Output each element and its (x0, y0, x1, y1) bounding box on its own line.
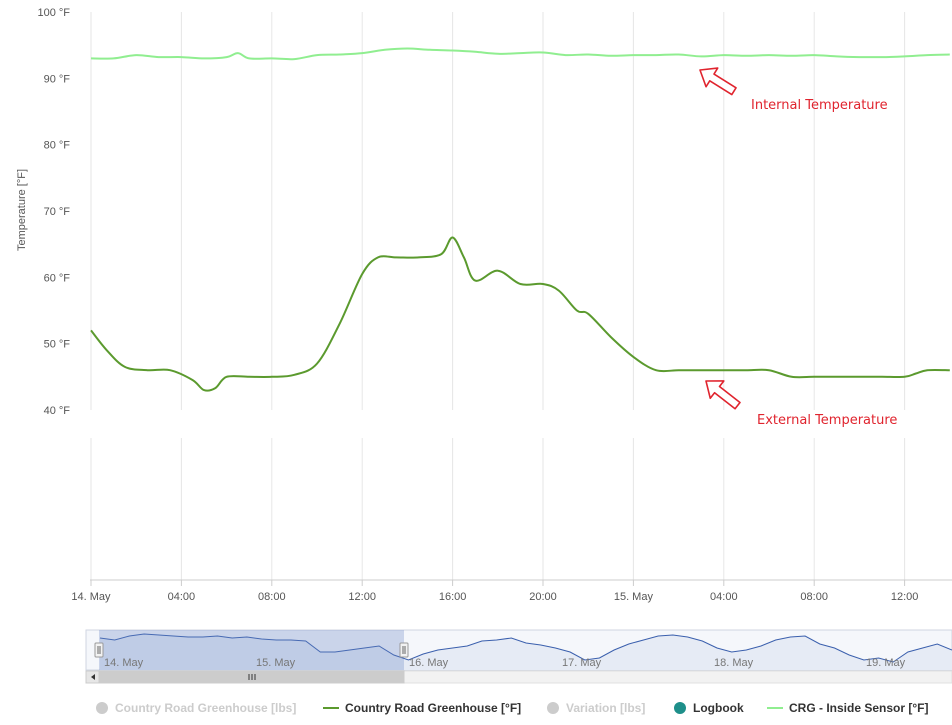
legend-item[interactable]: CRG - Inside Sensor [°F] (767, 701, 928, 715)
y-tick-label: 100 °F (37, 7, 70, 19)
annotation-arrow-external (705, 380, 741, 410)
annotation-internal-temperature: Internal Temperature (751, 98, 888, 113)
x-tick-label: 20:00 (529, 591, 557, 603)
annotation-layer: Internal Temperature External Temperature (699, 67, 897, 428)
annotation-external-temperature: External Temperature (757, 413, 897, 428)
navigator-date-label: 16. May (409, 657, 449, 669)
grid-layer (90, 12, 952, 581)
x-tick-label: 14. May (71, 591, 111, 603)
legend-item[interactable]: Country Road Greenhouse [°F] (323, 701, 521, 715)
x-tick-label: 12:00 (348, 591, 376, 603)
legend-line-symbol (323, 707, 339, 709)
navigator-selection[interactable] (99, 630, 404, 670)
y-tick-label: 60 °F (44, 272, 71, 284)
navigator[interactable]: 14. May 15. May 16. May 17. May 18. May 19. M… (85, 629, 952, 684)
x-axis: 14. May 04:00 08:00 12:00 16:00 20:00 15. May 0… (71, 580, 918, 603)
series-line-internal (90, 47, 950, 61)
series-layer (90, 47, 950, 392)
x-tick-label: 04:00 (168, 591, 196, 603)
x-tick-label: 08:00 (258, 591, 286, 603)
y-tick-label: 90 °F (44, 73, 71, 85)
annotation-arrow-internal (699, 67, 737, 96)
y-axis-label: Temperature [°F] (16, 169, 28, 251)
legend-item[interactable]: Country Road Greenhouse [lbs] (96, 701, 296, 715)
chart-legend: Country Road Greenhouse [lbs] Country Roa… (0, 697, 952, 719)
navigator-handle-right[interactable] (399, 642, 409, 658)
x-tick-label: 12:00 (891, 591, 919, 603)
navigator-date-label: 19. May (866, 657, 906, 669)
y-tick-label: 80 °F (44, 140, 71, 152)
legend-item[interactable]: Variation [lbs] (547, 701, 645, 715)
x-tick-label: 08:00 (800, 591, 828, 603)
legend-item[interactable]: Logbook (674, 701, 744, 715)
navigator-date-label: 15. May (256, 657, 296, 669)
navigator-series-line (99, 633, 952, 663)
legend-line-symbol (767, 707, 783, 709)
y-tick-label: 70 °F (44, 206, 71, 218)
legend-item-label: Country Road Greenhouse [°F] (345, 701, 522, 715)
annotation-arrow-shape (705, 380, 741, 410)
legend-item-label: Country Road Greenhouse [lbs] (115, 701, 297, 715)
legend-item-label: CRG - Inside Sensor [°F] (789, 701, 929, 715)
legend-dot-symbol (547, 702, 559, 714)
navigator-date-label: 18. May (714, 657, 754, 669)
annotation-arrow-shape (699, 67, 737, 96)
navigator-area (100, 634, 952, 670)
navigator-handle-left[interactable] (94, 642, 104, 658)
legend-item-label: Variation [lbs] (566, 701, 646, 715)
x-tick-label: 04:00 (710, 591, 738, 603)
navigator-date-label: 17. May (562, 657, 602, 669)
y-tick-label: 40 °F (44, 405, 71, 417)
navigator-date-label: 14. May (104, 657, 144, 669)
y-axis: 100 °F 90 °F 80 °F 70 °F 60 °F 50 °F 40 °F (37, 7, 70, 417)
y-tick-label: 50 °F (44, 339, 71, 351)
x-tick-label: 15. May (614, 591, 654, 603)
legend-dot-symbol (96, 702, 108, 714)
legend-dot-symbol (674, 702, 686, 714)
series-line-external (90, 236, 950, 392)
x-tick-label: 16:00 (439, 591, 467, 603)
scroll-left-arrow-icon (91, 674, 95, 680)
legend-item-label: Logbook (693, 701, 744, 715)
